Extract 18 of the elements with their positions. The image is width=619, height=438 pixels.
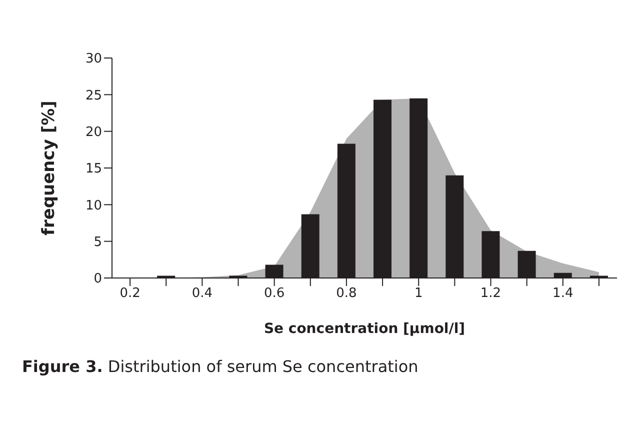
- x-tick-label: 0.8: [336, 286, 357, 302]
- x-tick-label: 0.4: [192, 286, 213, 302]
- x-tick-label: 0.2: [120, 286, 140, 302]
- y-tick-label: 30: [85, 52, 102, 67]
- x-tick-label: 1.2: [480, 286, 502, 302]
- x-axis-title: Se concentration [µmol/l]: [264, 321, 466, 337]
- text: Distribution of serum Se concentration: [106, 357, 418, 376]
- y-tick-label: 0: [94, 272, 102, 287]
- y-tick-label: 5: [94, 234, 102, 250]
- caption: Figure 3.: [22, 357, 103, 376]
- y-tick-label: 15: [85, 162, 102, 177]
- y-tick-label: 20: [85, 124, 102, 140]
- y-axis-title: frequency [%]: [39, 100, 60, 236]
- y-tick-label: 10: [85, 198, 102, 214]
- x-tick-label: 1.4: [552, 286, 574, 302]
- x-tick-label: 1: [414, 286, 423, 302]
- y-tick-label: 25: [85, 88, 102, 104]
- x-tick-label: 0.6: [264, 286, 285, 302]
